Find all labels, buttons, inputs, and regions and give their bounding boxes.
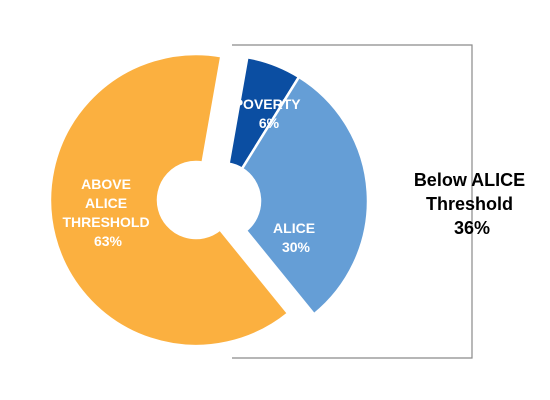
below-alice-bracket — [232, 44, 473, 359]
label-poverty-line-1: POVERTY — [234, 96, 302, 112]
label-alice-pct: 30% — [282, 239, 311, 255]
below-alice-threshold-annotation: Below ALICE Threshold 36% — [414, 170, 530, 238]
below-alice-line-2: Threshold — [426, 194, 513, 214]
below-alice-pct: 36% — [454, 218, 490, 238]
label-poverty: POVERTY 6% — [234, 96, 305, 131]
label-above-line-3: THRESHOLD — [62, 214, 149, 230]
slice-above-alice-threshold — [48, 52, 290, 348]
label-alice-line-1: ALICE — [273, 220, 315, 236]
label-above-alice-threshold: ABOVE ALICE THRESHOLD 63% — [62, 176, 153, 249]
label-above-pct: 63% — [94, 233, 123, 249]
slice-alice — [240, 75, 370, 317]
label-above-line-1: ABOVE — [81, 176, 131, 192]
below-alice-line-1: Below ALICE — [414, 170, 525, 190]
label-alice: ALICE 30% — [273, 220, 319, 255]
label-above-line-2: ALICE — [85, 195, 127, 211]
label-poverty-pct: 6% — [259, 115, 280, 131]
